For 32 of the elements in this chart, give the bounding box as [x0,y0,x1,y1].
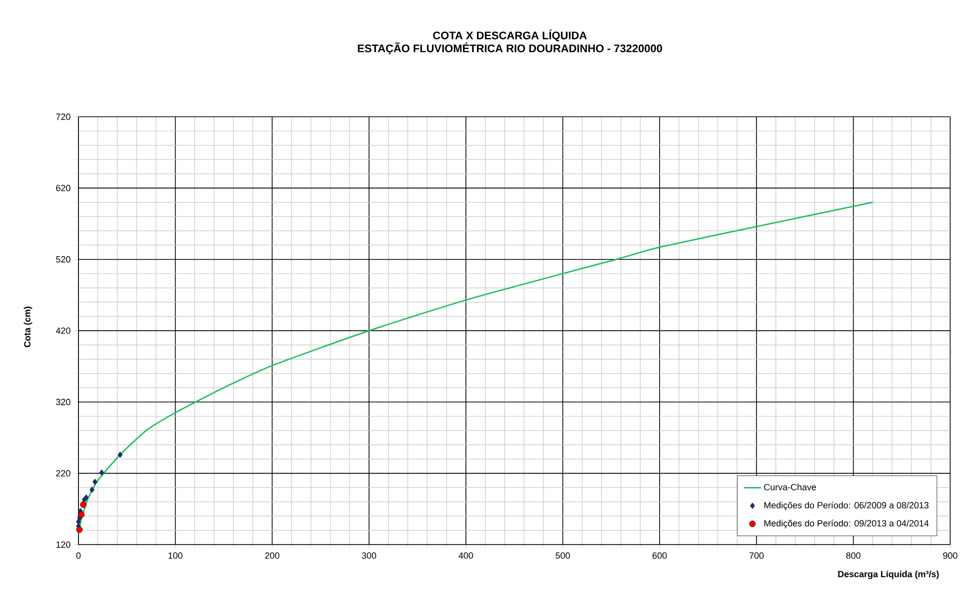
y-axis-title: Cota (cm) [24,306,32,348]
y-tick-label: 220 [56,470,70,477]
x-tick-label: 700 [749,552,764,559]
legend-label: Curva-Chave [764,484,816,490]
y-tick-label: 520 [56,256,70,263]
point [118,452,123,458]
y-tick-label: 320 [56,398,70,406]
y-tick-label: 620 [56,184,70,192]
point [76,526,83,533]
x-tick-label: 200 [265,552,280,559]
x-axis-title: Descarga Líquida (m³/s) [838,570,939,580]
x-tick-label: 300 [362,552,376,559]
legend-label: Medições do Período: 09/2013 a 04/2014 [764,520,929,528]
x-tick-label: 600 [652,552,667,559]
y-tick-label: 720 [56,114,70,120]
x-tick-label: 500 [556,552,570,559]
point [99,469,104,476]
x-tick-label: 800 [846,552,860,559]
x-tick-label: 400 [458,552,474,559]
y-tick-label: 420 [56,328,70,334]
point [92,478,98,486]
x-tick-label: 900 [943,552,958,559]
chart-title: COTA X DESCARGA LÍQUIDA [433,30,587,42]
legend-label: Medições do Período: 06/2009 a 08/2013 [764,502,929,510]
y-tick-label: 120 [56,542,70,548]
x-tick-label: 100 [168,552,182,559]
point [84,494,89,501]
point [80,502,86,508]
chart-subtitle: ESTAÇÃO FLUVIOMÉTRICA RIO DOURADINHO - 73220000 [358,42,662,55]
point [90,486,94,493]
x-tick-label: 0 [76,552,81,559]
point [78,512,85,518]
